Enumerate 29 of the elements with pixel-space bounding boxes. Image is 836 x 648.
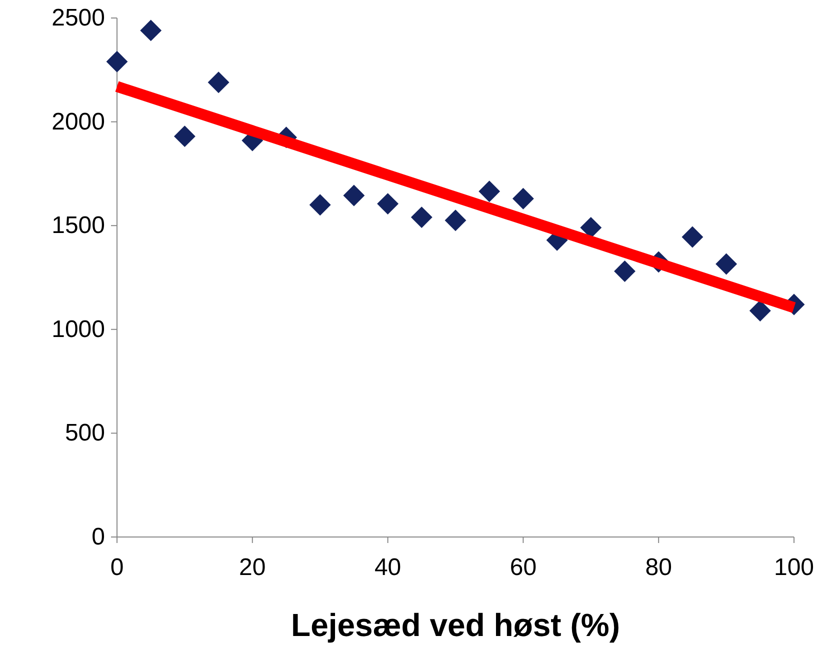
point <box>106 50 128 72</box>
point <box>749 300 771 322</box>
point <box>716 253 738 275</box>
y-tick-label: 2500 <box>52 4 105 32</box>
point <box>208 72 230 94</box>
point <box>174 126 196 148</box>
point <box>614 260 636 282</box>
point <box>580 216 602 238</box>
y-tick-label: 1000 <box>52 316 105 343</box>
point <box>478 180 500 202</box>
y-tick-label: 1500 <box>52 212 105 240</box>
x-tick-label: 80 <box>645 554 672 581</box>
point <box>410 206 432 228</box>
x-axis-title: Lejesæd ved høst (%) <box>291 607 620 643</box>
point <box>682 226 704 248</box>
y-tick-label: 500 <box>64 420 105 447</box>
y-tick-label: 0 <box>92 524 105 550</box>
x-tick-label: 0 <box>110 554 124 581</box>
point <box>377 193 399 215</box>
point <box>343 184 365 206</box>
x-tick-label: 20 <box>239 554 266 581</box>
point <box>140 20 162 42</box>
x-tick-label: 40 <box>374 554 402 581</box>
point <box>512 188 534 210</box>
x-tick-label: 100 <box>774 554 814 581</box>
point <box>309 194 331 216</box>
point <box>444 210 466 232</box>
x-tick-label: 60 <box>510 554 537 581</box>
y-tick-label: 2000 <box>52 108 105 136</box>
